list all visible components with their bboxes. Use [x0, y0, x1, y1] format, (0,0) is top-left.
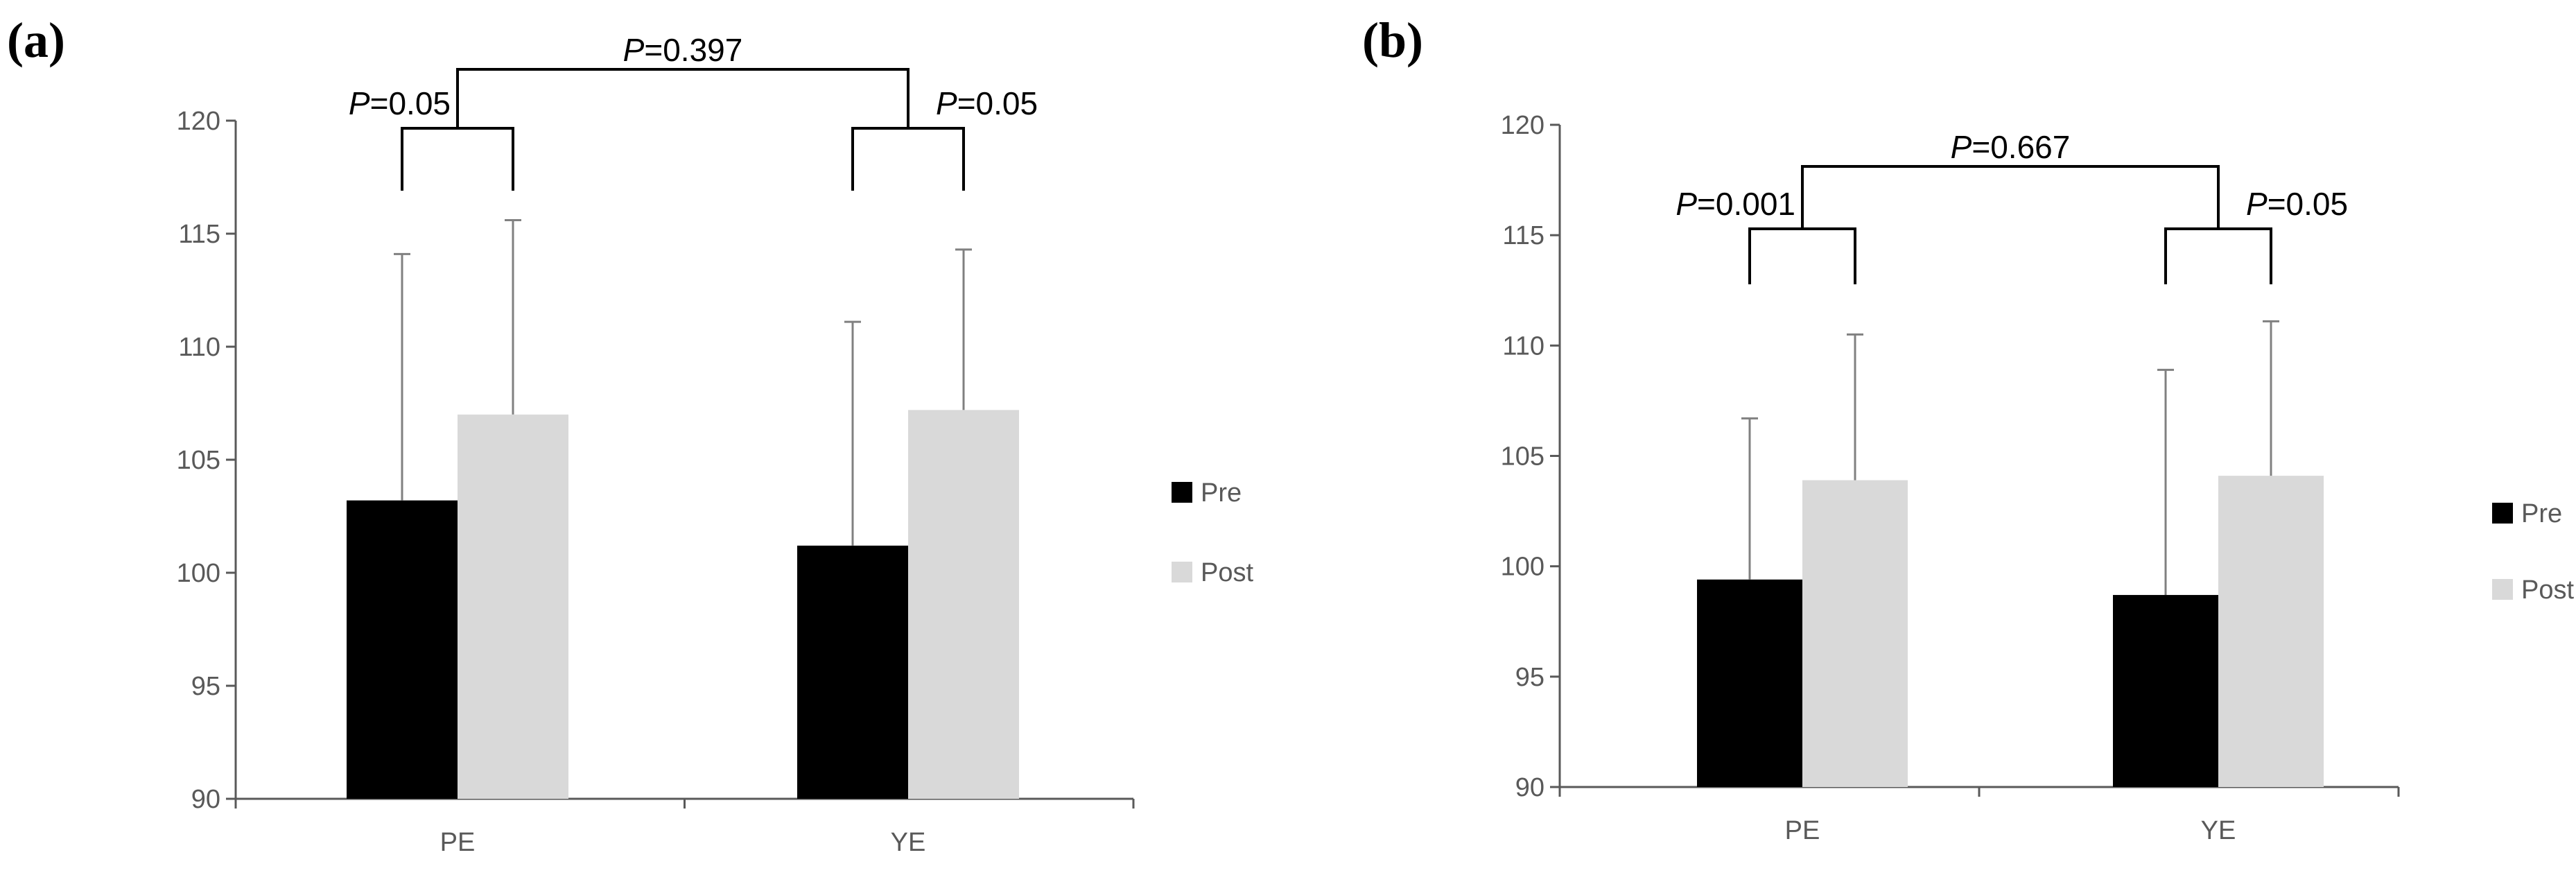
panel-label: (a): [7, 12, 65, 68]
p-value-label: P=0.397: [623, 32, 743, 68]
p-value-label: P=0.05: [936, 85, 1038, 121]
x-category-label: YE: [2201, 816, 2236, 845]
legend-label-pre: Pre: [2521, 499, 2562, 528]
bar-pre-ye: [2113, 595, 2218, 787]
legend-label-pre: Pre: [1201, 478, 1242, 508]
y-tick-label: 90: [1515, 773, 1544, 802]
bar-post-pe: [458, 414, 568, 799]
p-value-label: P=0.05: [349, 85, 451, 121]
y-tick-label: 95: [1515, 663, 1544, 692]
bracket-ye: [2164, 227, 2272, 284]
y-tick-label: 100: [1501, 553, 1544, 582]
bracket-between-groups: [1801, 165, 2220, 229]
p-value-label: P=0.05: [2246, 186, 2348, 222]
x-category-label: PE: [1785, 816, 1820, 845]
bracket-pe: [1748, 227, 1856, 284]
panel-label: (b): [1362, 12, 1423, 68]
legend-swatch-post: [1172, 562, 1192, 582]
legend-label-post: Post: [2521, 576, 2574, 605]
bracket-ye: [851, 127, 965, 191]
x-category-label: PE: [440, 828, 476, 857]
bar-post-ye: [908, 410, 1019, 799]
y-tick-label: 95: [191, 672, 220, 701]
y-tick-label: 100: [177, 559, 220, 588]
y-tick-label: 105: [177, 446, 220, 475]
bracket-between-groups: [456, 68, 910, 128]
y-tick-label: 115: [1502, 221, 1544, 250]
chart-panel-a: (a) 90 95 100 105 110 115 120 PE YE P=0.05 P=0.05 P=…: [7, 12, 1253, 857]
p-value-label: P=0.667: [1951, 129, 2071, 165]
chart-panel-b: (b) 90 95 100 105 110 115 120 PE YE P=0.001 P=0.05 P…: [1362, 12, 2574, 845]
legend-swatch-pre: [1172, 482, 1192, 503]
legend-label-post: Post: [1201, 558, 1253, 587]
bar-post-pe: [1802, 480, 1908, 787]
legend-swatch-post: [2492, 579, 2513, 600]
y-tick-label: 115: [178, 220, 220, 249]
y-tick-label: 120: [1501, 111, 1544, 140]
legend-swatch-pre: [2492, 503, 2513, 524]
y-tick-label: 120: [177, 107, 220, 136]
bar-pre-ye: [797, 545, 908, 799]
p-value-label: P=0.001: [1676, 186, 1795, 222]
y-tick-label: 90: [191, 785, 220, 814]
y-tick-label: 110: [178, 333, 220, 362]
y-tick-label: 110: [1502, 331, 1544, 361]
y-tick-label: 105: [1501, 442, 1544, 472]
bar-pre-pe: [1697, 579, 1802, 787]
bracket-pe: [401, 127, 514, 191]
bar-post-ye: [2218, 476, 2324, 787]
bar-pre-pe: [347, 500, 458, 799]
x-category-label: YE: [891, 828, 926, 857]
